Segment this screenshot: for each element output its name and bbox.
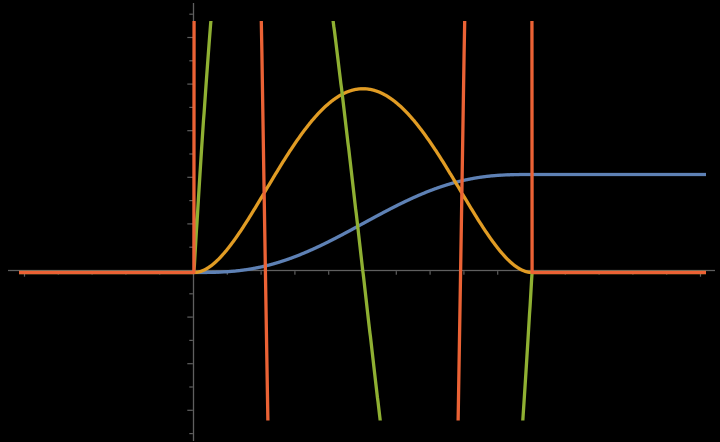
series-red-vertical-second-derivative-line (19, 21, 706, 421)
series-group (19, 21, 706, 421)
series-green-steep-derivative-line (19, 21, 706, 421)
axes (8, 3, 715, 441)
series-orange-bell-pdf-line (19, 87, 706, 275)
